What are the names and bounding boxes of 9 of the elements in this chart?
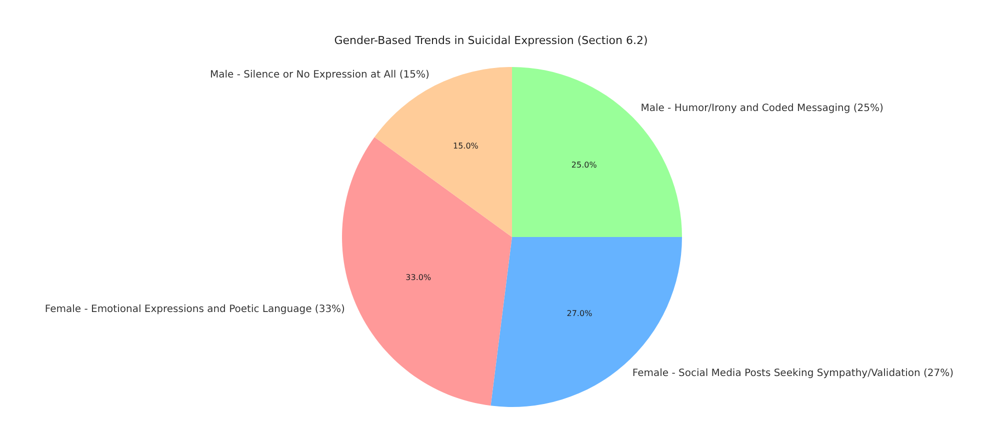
slice-label: Male - Humor/Irony and Coded Messaging (25%) [640, 102, 884, 114]
data-label: 27.0% [566, 309, 593, 318]
slice-label: Female - Social Media Posts Seeking Sympathy/Validation (27%) [632, 368, 954, 380]
data-label: 15.0% [452, 142, 479, 151]
slice-label: Male - Silence or No Expression at All (15%) [210, 69, 430, 80]
data-label: 25.0% [571, 160, 598, 170]
data-label: 33.0% [406, 273, 432, 282]
slice-label: Female - Emotional Expressions and Poetic Language (33%) [44, 304, 346, 315]
chart-title: Gender-Based Trends in Suicidal Expression (Section 6.2) [334, 34, 648, 47]
